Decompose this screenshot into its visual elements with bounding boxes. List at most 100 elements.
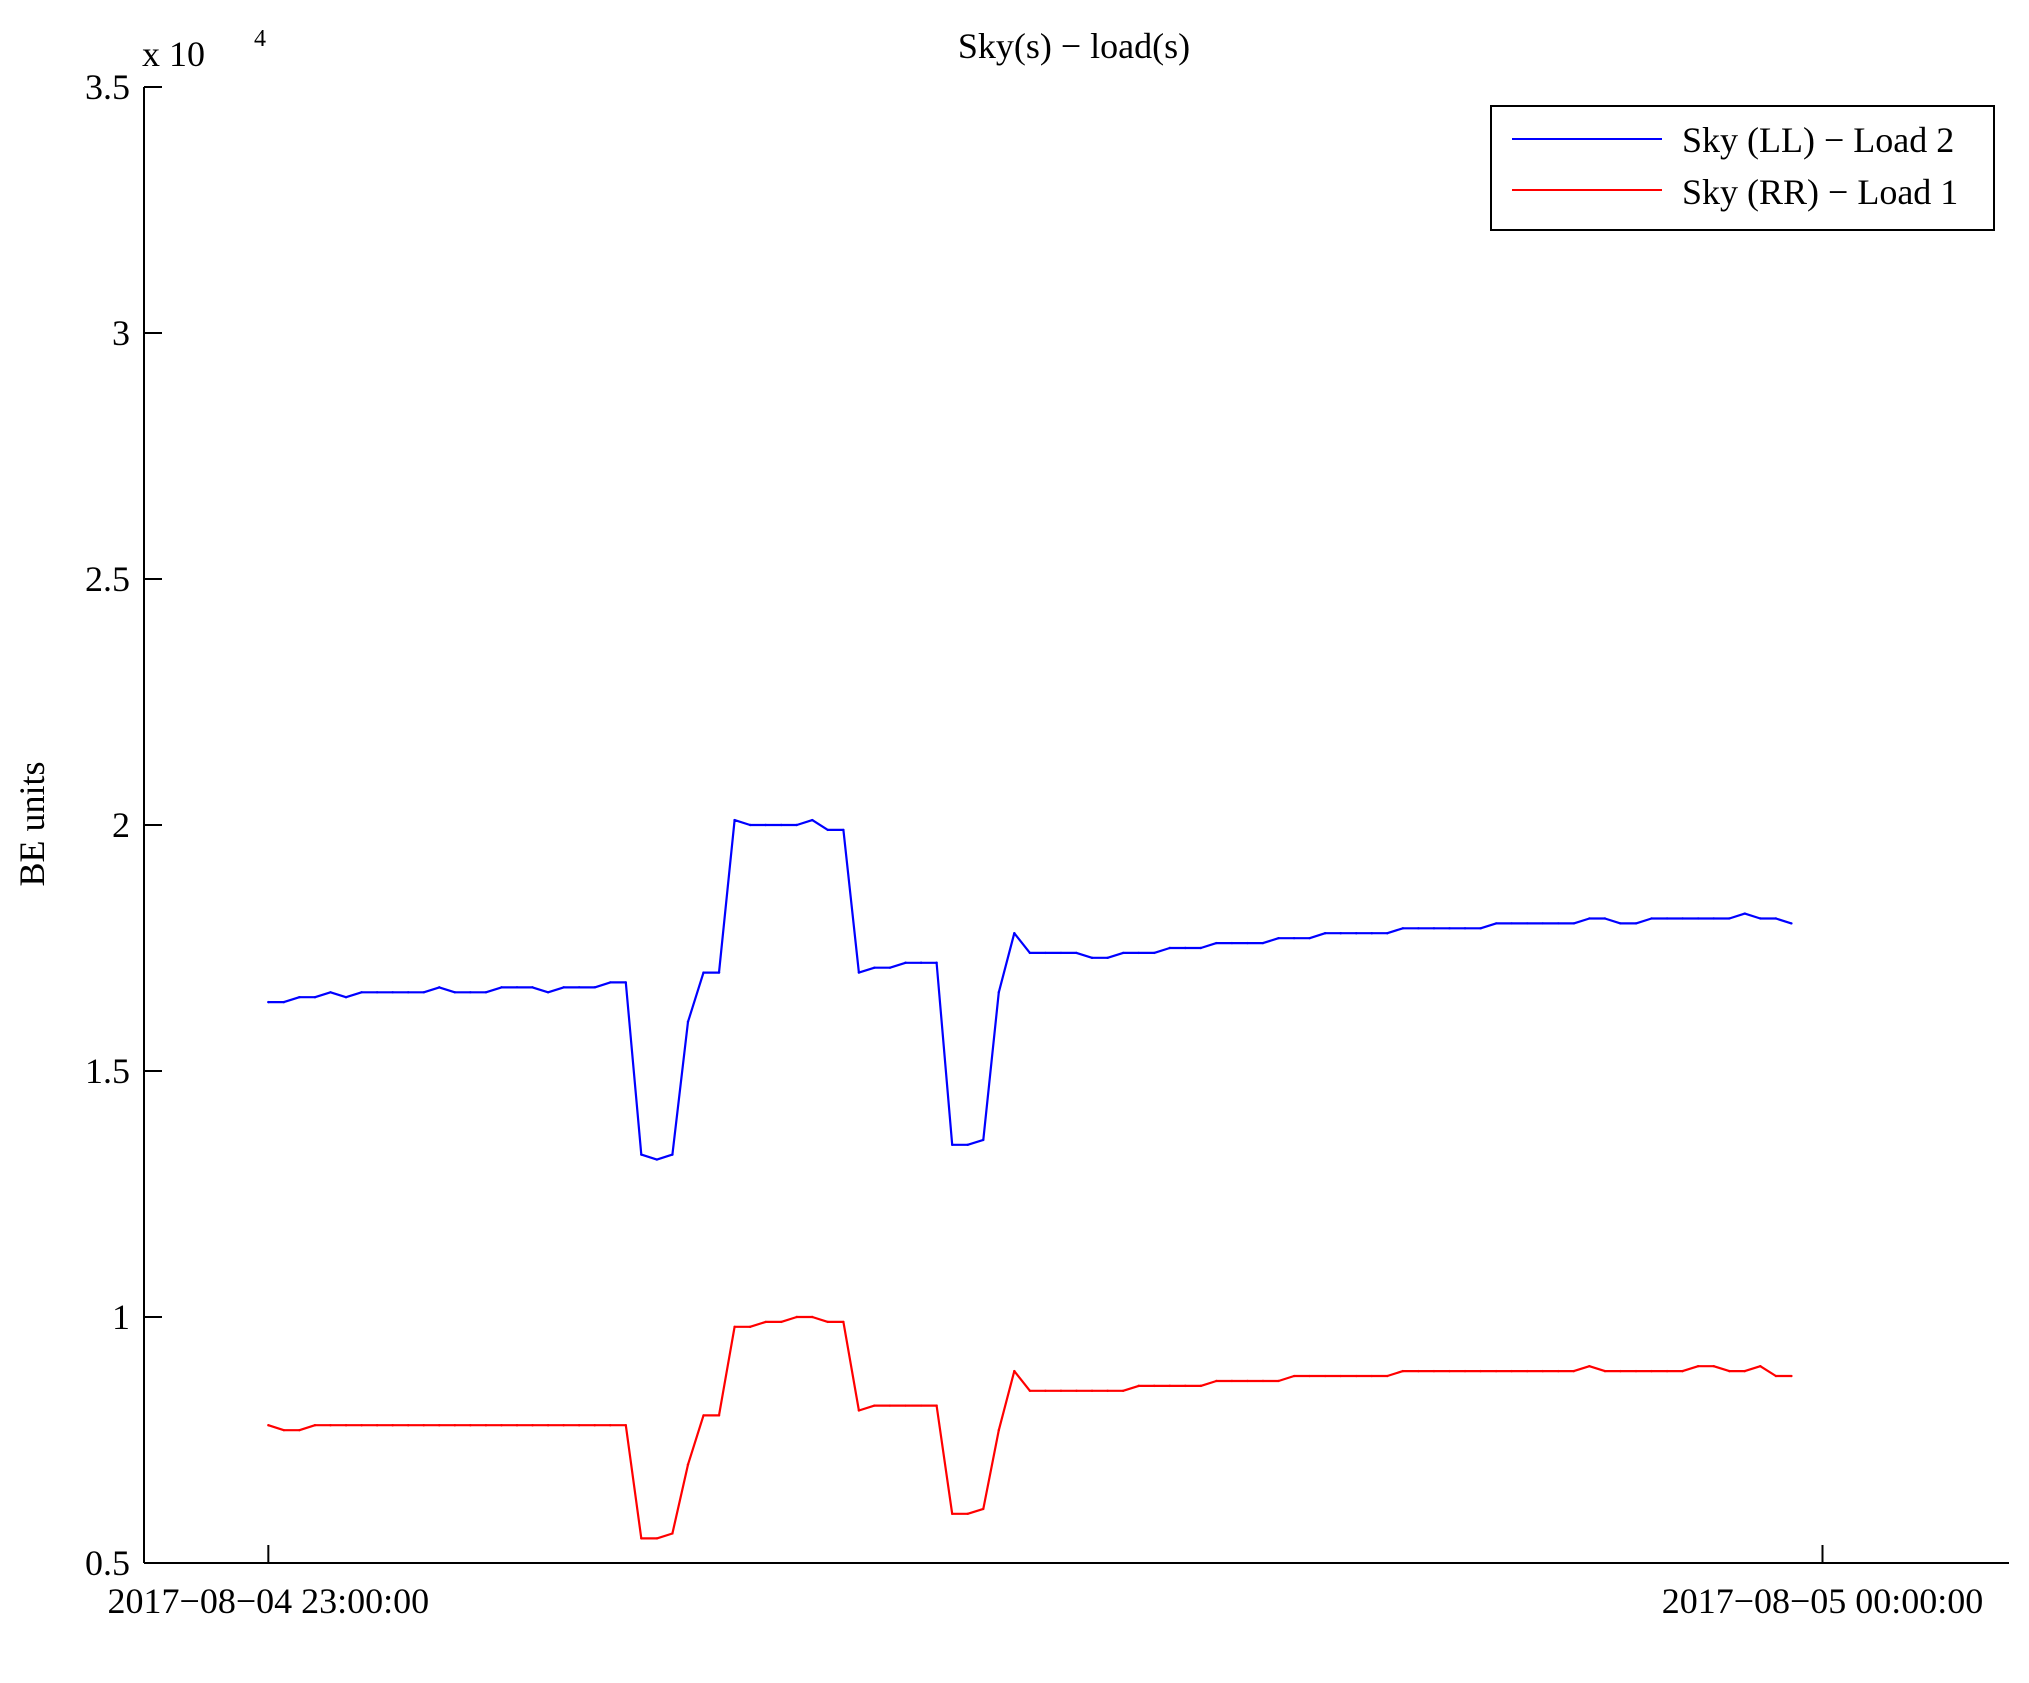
data-point [1728, 917, 1731, 920]
data-point [1059, 951, 1063, 955]
data-point [360, 991, 363, 994]
legend-label-sky-rr: Sky (RR) − Load 1 [1682, 172, 1958, 212]
data-point [780, 1320, 783, 1324]
data-point [298, 1428, 301, 1432]
data-point [1510, 922, 1513, 925]
data-point [1308, 1374, 1311, 1378]
data-point [686, 1020, 690, 1023]
data-point [1075, 1389, 1078, 1393]
data-point [624, 981, 627, 984]
data-point [1790, 922, 1793, 925]
y-tick-label: 0.5 [85, 1543, 130, 1583]
data-point [1696, 917, 1700, 920]
data-point [313, 1424, 317, 1427]
data-point [1463, 1369, 1467, 1373]
data-point [1696, 1365, 1700, 1368]
data-point [1681, 1369, 1684, 1373]
data-point [267, 1000, 270, 1004]
data-point [1261, 1379, 1265, 1383]
data-point [1774, 1374, 1778, 1378]
data-point [469, 1424, 472, 1427]
data-point [904, 961, 907, 964]
data-point [500, 1424, 503, 1427]
data-point [1106, 956, 1109, 960]
data-point [795, 1315, 798, 1319]
data-point [484, 1424, 488, 1427]
data-point [1526, 1369, 1529, 1373]
data-point [1137, 951, 1140, 955]
data-point [671, 1532, 674, 1535]
data-point [686, 1463, 690, 1466]
data-point [1588, 917, 1591, 920]
data-point [1774, 917, 1778, 920]
data-point [391, 991, 394, 994]
data-point [826, 828, 830, 832]
data-point [562, 986, 565, 989]
data-point [1712, 917, 1715, 920]
data-point [360, 1424, 363, 1427]
data-point [422, 991, 425, 994]
data-point [1432, 927, 1436, 930]
data-point [1246, 941, 1249, 945]
y-multiplier-exponent: 4 [254, 26, 266, 52]
data-point [1292, 936, 1296, 940]
data-point [562, 1424, 565, 1427]
data-point [267, 1424, 270, 1427]
data-point [857, 971, 861, 974]
y-axis: 0.5 1 1.5 2 2.5 3 3.5 x 10 4 BE units [12, 26, 266, 1583]
data-point [546, 1424, 550, 1427]
data-point [1463, 927, 1467, 930]
data-point [857, 1409, 861, 1412]
data-point [515, 986, 519, 989]
data-point [1665, 917, 1669, 920]
data-point [1168, 1384, 1171, 1388]
data-point [593, 986, 596, 989]
data-point [1401, 927, 1405, 930]
data-point [966, 1512, 969, 1516]
data-point [1541, 1369, 1544, 1373]
data-point [1106, 1389, 1109, 1393]
data-point [1370, 1374, 1373, 1378]
data-point [515, 1424, 519, 1427]
y-ticks: 0.5 1 1.5 2 2.5 3 3.5 [85, 67, 162, 1583]
data-point [438, 986, 441, 989]
data-point [966, 1143, 969, 1147]
y-tick-label: 3 [112, 313, 130, 353]
y-multiplier-label: x 10 [142, 34, 205, 74]
data-point [919, 1404, 923, 1407]
data-point [1448, 1369, 1451, 1373]
data-point [919, 961, 923, 964]
data-point [1759, 1365, 1762, 1368]
data-point [888, 966, 892, 969]
data-point [873, 966, 876, 969]
y-tick-label: 1.5 [85, 1051, 130, 1091]
data-point [1277, 1379, 1280, 1383]
data-point [282, 1428, 286, 1432]
data-point [733, 818, 736, 822]
data-point [577, 986, 581, 989]
y-tick-label: 3.5 [85, 67, 130, 107]
y-tick-label: 2.5 [85, 559, 130, 599]
data-point [640, 1537, 643, 1540]
data-point [764, 1320, 767, 1324]
data-point [1743, 1369, 1746, 1373]
data-point [904, 1404, 907, 1407]
data-point [298, 996, 301, 999]
data-point [1712, 1365, 1715, 1368]
data-point [1168, 946, 1171, 950]
data-point [842, 828, 845, 832]
data-point [795, 823, 798, 827]
data-point [1059, 1389, 1063, 1393]
data-point [982, 1138, 985, 1142]
data-point [1153, 951, 1156, 955]
data-point [531, 1424, 534, 1427]
data-point [500, 986, 503, 989]
data-point [1308, 936, 1311, 940]
data-point [1339, 1374, 1342, 1378]
data-point [1401, 1369, 1405, 1373]
series-layer [267, 818, 1793, 1540]
data-point [733, 1325, 736, 1329]
data-point [1417, 1369, 1420, 1373]
